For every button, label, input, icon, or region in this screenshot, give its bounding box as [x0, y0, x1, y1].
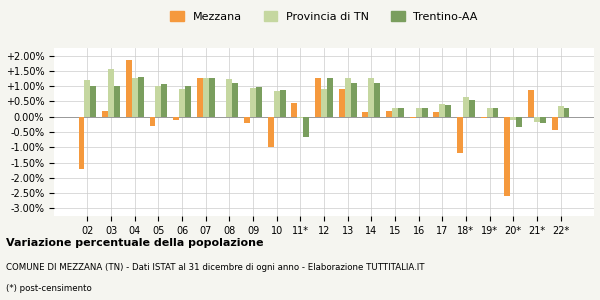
Bar — [280, 90, 286, 117]
Bar — [132, 78, 137, 117]
Bar — [516, 117, 522, 128]
Bar — [445, 105, 451, 117]
Bar — [528, 90, 534, 117]
Bar — [102, 111, 108, 117]
Bar — [226, 79, 232, 117]
Bar — [250, 88, 256, 117]
Bar — [108, 69, 114, 117]
Bar — [315, 78, 321, 117]
Bar — [91, 85, 96, 117]
Text: Variazione percentuale della popolazione: Variazione percentuale della popolazione — [6, 238, 263, 248]
Bar — [256, 87, 262, 117]
Bar — [540, 117, 546, 123]
Bar — [416, 108, 422, 117]
Bar — [422, 108, 428, 117]
Bar — [410, 117, 416, 118]
Bar — [493, 108, 499, 117]
Bar — [161, 84, 167, 117]
Bar — [126, 60, 132, 117]
Bar — [481, 117, 487, 118]
Bar — [374, 83, 380, 117]
Bar — [232, 82, 238, 117]
Bar — [244, 117, 250, 123]
Bar — [137, 77, 143, 117]
Bar — [552, 117, 557, 130]
Bar — [433, 112, 439, 117]
Bar — [463, 98, 469, 117]
Text: (*) post-censimento: (*) post-censimento — [6, 284, 92, 293]
Bar — [114, 85, 120, 117]
Bar — [79, 117, 85, 169]
Bar — [298, 117, 303, 118]
Bar — [534, 117, 540, 122]
Bar — [392, 108, 398, 117]
Bar — [487, 108, 493, 117]
Bar — [386, 111, 392, 117]
Text: COMUNE DI MEZZANA (TN) - Dati ISTAT al 31 dicembre di ogni anno - Elaborazione T: COMUNE DI MEZZANA (TN) - Dati ISTAT al 3… — [6, 263, 425, 272]
Bar — [185, 86, 191, 117]
Bar — [303, 117, 309, 137]
Bar — [350, 82, 356, 117]
Bar — [85, 80, 91, 117]
Bar — [292, 103, 298, 117]
Bar — [398, 108, 404, 117]
Bar — [368, 78, 374, 117]
Bar — [439, 104, 445, 117]
Bar — [197, 78, 203, 117]
Bar — [469, 100, 475, 117]
Bar — [179, 88, 185, 117]
Bar — [457, 117, 463, 153]
Bar — [327, 78, 333, 117]
Legend: Mezzana, Provincia di TN, Trentino-AA: Mezzana, Provincia di TN, Trentino-AA — [166, 7, 482, 26]
Bar — [345, 78, 350, 117]
Bar — [149, 117, 155, 126]
Bar — [321, 89, 327, 117]
Bar — [362, 112, 368, 117]
Bar — [505, 117, 511, 196]
Bar — [274, 91, 280, 117]
Bar — [173, 117, 179, 120]
Bar — [209, 78, 215, 117]
Bar — [563, 108, 569, 117]
Bar — [203, 78, 209, 117]
Bar — [339, 88, 345, 117]
Bar — [557, 106, 563, 117]
Bar — [511, 117, 516, 120]
Bar — [268, 117, 274, 147]
Bar — [155, 86, 161, 117]
